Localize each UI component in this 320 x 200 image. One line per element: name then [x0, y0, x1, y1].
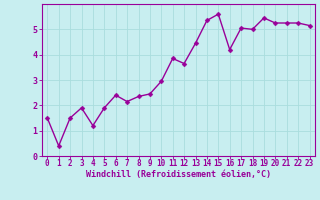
X-axis label: Windchill (Refroidissement éolien,°C): Windchill (Refroidissement éolien,°C): [86, 170, 271, 179]
